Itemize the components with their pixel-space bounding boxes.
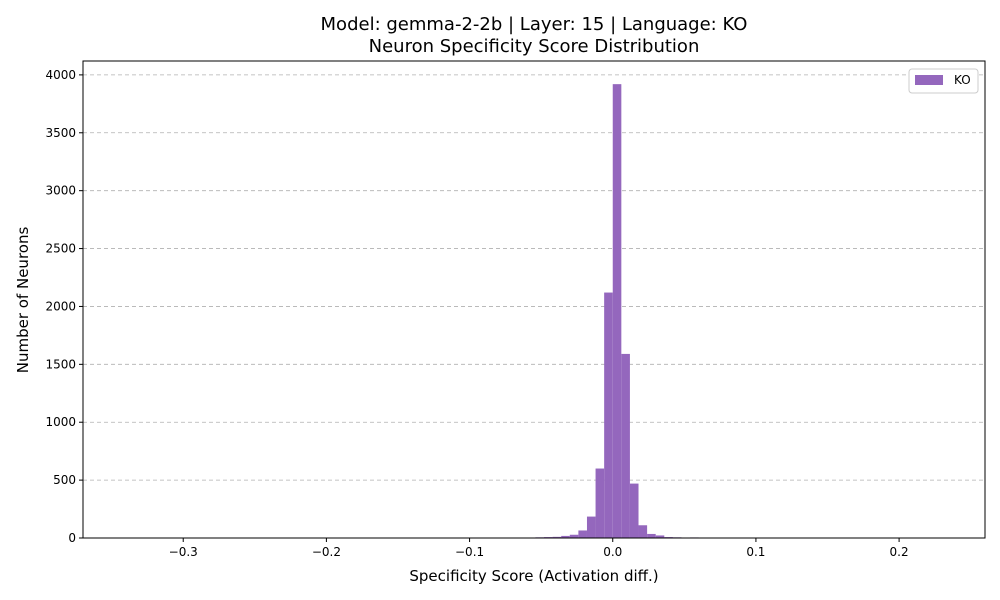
x-tick-label: −0.1 — [455, 545, 484, 559]
y-tick-label: 4000 — [45, 68, 76, 82]
histogram-bar — [595, 468, 605, 538]
x-axis-label: Specificity Score (Activation diff.) — [409, 567, 658, 585]
histogram-bar — [604, 292, 613, 538]
histogram-bars — [518, 84, 708, 539]
y-tick-label: 1500 — [45, 357, 76, 371]
legend: KO — [908, 68, 979, 94]
x-tick-label: −0.2 — [312, 545, 341, 559]
legend-label-ko: KO — [954, 73, 971, 87]
y-tick-label: 3500 — [45, 126, 76, 140]
y-tick-label: 0 — [68, 531, 76, 545]
histogram-bar — [629, 483, 639, 538]
x-tick-label: 0.1 — [746, 545, 765, 559]
chart-subtitle: Neuron Specificity Score Distribution — [369, 36, 700, 57]
histogram-bar — [647, 533, 656, 538]
y-axis: 0 500 1000 1500 2000 2500 3000 3500 4000 — [45, 68, 83, 545]
histogram-bar — [552, 536, 562, 538]
grid-lines — [83, 74, 985, 539]
chart-title: Model: gemma-2-2b | Layer: 15 | Language… — [321, 14, 748, 35]
y-tick-label: 1000 — [45, 415, 76, 429]
x-axis: −0.3 −0.2 −0.1 0.0 0.1 0.2 — [169, 538, 909, 559]
y-tick-label: 3000 — [45, 184, 76, 198]
x-tick-label: −0.3 — [169, 545, 198, 559]
histogram-bar — [621, 353, 630, 538]
histogram-bar — [578, 530, 587, 538]
y-tick-label: 500 — [53, 473, 76, 487]
plot-frame — [82, 60, 986, 539]
y-axis-label: Number of Neurons — [14, 227, 32, 374]
histogram-bar — [586, 516, 596, 538]
x-tick-label: 0.0 — [603, 545, 622, 559]
y-tick-label: 2000 — [45, 299, 76, 313]
y-tick-label: 2500 — [45, 242, 76, 256]
histogram-bar — [561, 535, 570, 538]
histogram-bar — [655, 535, 665, 538]
histogram-bar — [612, 84, 622, 539]
legend-swatch-ko — [915, 75, 943, 85]
x-tick-label: 0.2 — [890, 545, 909, 559]
histogram-bar — [569, 534, 579, 538]
histogram-bar — [638, 525, 648, 538]
